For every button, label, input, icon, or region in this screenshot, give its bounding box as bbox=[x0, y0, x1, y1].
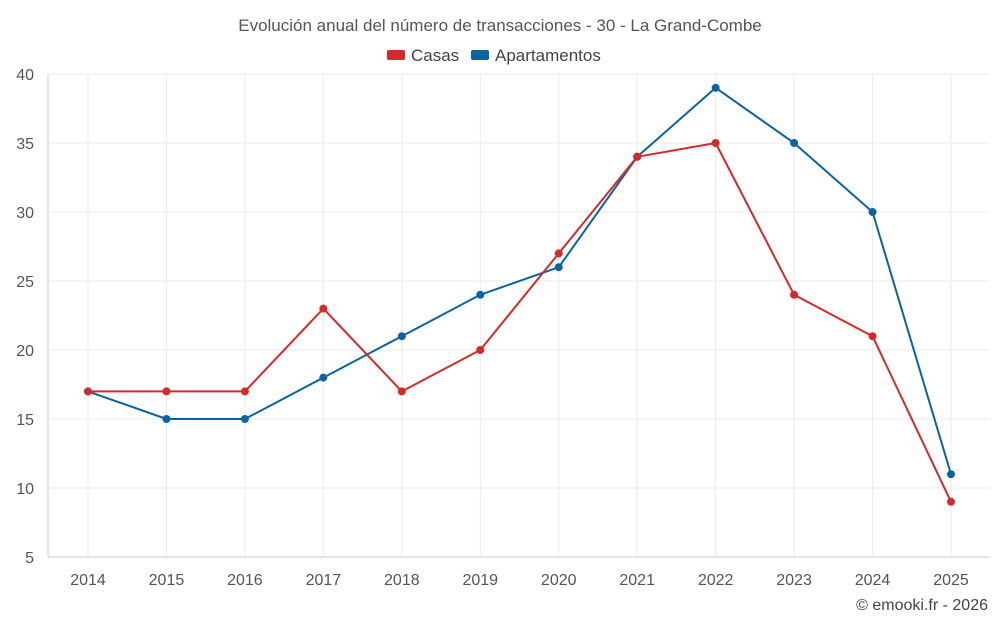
x-tick-label: 2018 bbox=[384, 572, 420, 589]
data-point-apartamentos[interactable] bbox=[554, 263, 563, 272]
y-tick-label: 20 bbox=[16, 343, 34, 360]
x-tick-label: 2021 bbox=[619, 572, 655, 589]
legend-swatch-apartamentos[interactable] bbox=[471, 50, 489, 60]
x-tick-label: 2019 bbox=[462, 572, 498, 589]
x-tick-label: 2025 bbox=[933, 572, 969, 589]
legend-label-apartamentos[interactable]: Apartamentos bbox=[495, 46, 601, 65]
x-tick-label: 2016 bbox=[227, 572, 263, 589]
data-point-casas[interactable] bbox=[397, 387, 406, 396]
x-tick-label: 2015 bbox=[149, 572, 185, 589]
data-point-apartamentos[interactable] bbox=[162, 415, 171, 423]
data-point-apartamentos[interactable] bbox=[240, 415, 249, 423]
series-line-casas bbox=[88, 142, 952, 503]
y-tick-label: 10 bbox=[16, 481, 34, 498]
data-point-casas[interactable] bbox=[240, 387, 249, 396]
credit-text: © emooki.fr - 2026 bbox=[856, 597, 988, 614]
data-point-apartamentos[interactable] bbox=[711, 83, 720, 92]
legend-swatch-casas[interactable] bbox=[387, 50, 405, 60]
y-tick-label: 40 bbox=[16, 67, 34, 84]
data-point-apartamentos[interactable] bbox=[868, 208, 877, 216]
x-tick-label: 2024 bbox=[855, 572, 891, 589]
x-tick-label: 2014 bbox=[70, 572, 106, 589]
x-tick-label: 2023 bbox=[776, 572, 812, 589]
data-point-apartamentos[interactable] bbox=[476, 290, 485, 299]
y-tick-label: 15 bbox=[16, 412, 34, 429]
x-tick-label: 2020 bbox=[541, 572, 577, 589]
data-point-casas[interactable] bbox=[947, 497, 955, 506]
y-tick-label: 35 bbox=[16, 136, 34, 153]
y-tick-label: 25 bbox=[16, 274, 34, 291]
data-point-casas[interactable] bbox=[476, 346, 485, 354]
x-tick-label: 2022 bbox=[698, 572, 734, 589]
grid bbox=[48, 73, 990, 557]
data-point-apartamentos[interactable] bbox=[947, 470, 955, 479]
legend-label-casas[interactable]: Casas bbox=[411, 46, 459, 65]
x-tick-label: 2017 bbox=[306, 572, 342, 589]
series-group bbox=[84, 83, 955, 506]
data-point-casas[interactable] bbox=[84, 387, 92, 396]
data-point-apartamentos[interactable] bbox=[397, 332, 406, 341]
data-point-apartamentos[interactable] bbox=[319, 373, 328, 382]
data-point-casas[interactable] bbox=[633, 152, 642, 161]
data-point-casas[interactable] bbox=[162, 387, 171, 396]
data-point-casas[interactable] bbox=[319, 304, 328, 313]
y-tick-label: 5 bbox=[25, 550, 34, 567]
data-point-casas[interactable] bbox=[554, 249, 563, 258]
data-point-casas[interactable] bbox=[790, 290, 799, 299]
data-point-casas[interactable] bbox=[868, 332, 877, 341]
chart-title: Evolución anual del número de transaccio… bbox=[238, 16, 762, 35]
data-point-apartamentos[interactable] bbox=[790, 139, 799, 147]
series-line-apartamentos bbox=[87, 86, 952, 475]
legend: Casas Apartamentos bbox=[387, 46, 601, 65]
data-point-casas[interactable] bbox=[711, 139, 720, 147]
y-tick-label: 30 bbox=[16, 205, 34, 222]
